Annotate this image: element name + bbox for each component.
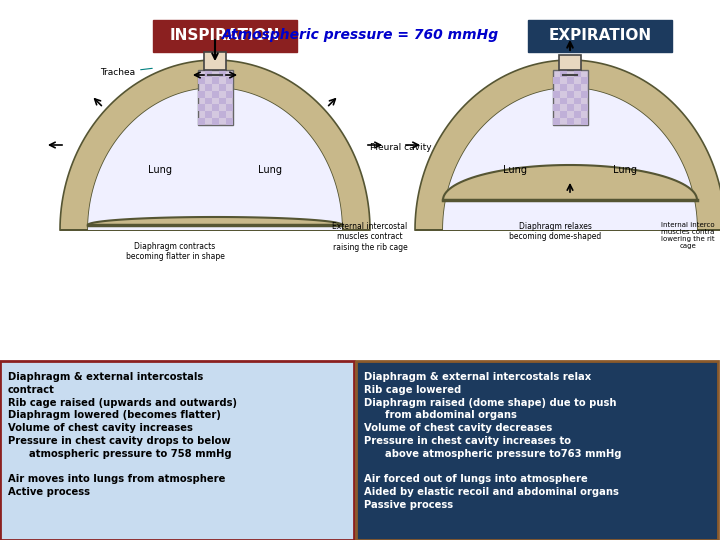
Bar bbox=[552, 118, 559, 125]
Bar bbox=[559, 84, 567, 91]
Text: Lung: Lung bbox=[613, 165, 637, 175]
Bar bbox=[225, 77, 233, 84]
Text: Pleural cavity: Pleural cavity bbox=[370, 143, 431, 152]
FancyBboxPatch shape bbox=[0, 361, 354, 540]
Bar bbox=[225, 118, 233, 125]
Bar bbox=[218, 84, 225, 91]
Text: External intercostal
muscles contract
raising the rib cage: External intercostal muscles contract ra… bbox=[333, 222, 408, 252]
Bar bbox=[574, 111, 580, 118]
Bar bbox=[567, 77, 574, 84]
Bar bbox=[552, 70, 588, 125]
Bar bbox=[197, 91, 204, 98]
Text: Atmospheric pressure = 760 mmHg: Atmospheric pressure = 760 mmHg bbox=[222, 28, 498, 42]
Text: Diaphragm relaxes
becoming dome-shaped: Diaphragm relaxes becoming dome-shaped bbox=[509, 222, 601, 241]
Polygon shape bbox=[60, 60, 370, 230]
Bar bbox=[204, 98, 212, 104]
Bar bbox=[580, 104, 588, 111]
FancyBboxPatch shape bbox=[356, 361, 718, 540]
Polygon shape bbox=[88, 88, 342, 230]
Text: Internal interco
muscles contra
lowering the rit
cage: Internal interco muscles contra lowering… bbox=[661, 222, 715, 249]
Bar bbox=[574, 98, 580, 104]
Bar bbox=[212, 91, 218, 98]
Bar bbox=[559, 111, 567, 118]
Bar bbox=[559, 98, 567, 104]
Bar bbox=[567, 91, 574, 98]
Bar bbox=[212, 104, 218, 111]
Bar bbox=[574, 70, 580, 77]
Bar bbox=[197, 104, 204, 111]
Bar bbox=[552, 104, 559, 111]
Bar bbox=[212, 77, 218, 84]
Bar bbox=[212, 118, 218, 125]
Text: Diaphragm contracts
becoming flatter in shape: Diaphragm contracts becoming flatter in … bbox=[125, 242, 225, 261]
FancyBboxPatch shape bbox=[528, 20, 672, 52]
Bar bbox=[225, 104, 233, 111]
Bar bbox=[197, 70, 233, 125]
Bar bbox=[559, 55, 581, 70]
Bar bbox=[218, 98, 225, 104]
Polygon shape bbox=[415, 60, 720, 230]
Bar bbox=[567, 118, 574, 125]
Text: Trachea: Trachea bbox=[100, 68, 152, 77]
Bar bbox=[552, 77, 559, 84]
Bar bbox=[218, 70, 225, 77]
Bar bbox=[204, 52, 226, 70]
Bar bbox=[552, 91, 559, 98]
Bar bbox=[225, 91, 233, 98]
Text: INSPIRATION: INSPIRATION bbox=[170, 29, 280, 44]
Text: Lung: Lung bbox=[148, 165, 172, 175]
Bar bbox=[204, 70, 212, 77]
Bar bbox=[197, 118, 204, 125]
Text: EXPIRATION: EXPIRATION bbox=[549, 29, 652, 44]
Bar bbox=[204, 111, 212, 118]
Bar bbox=[580, 91, 588, 98]
Text: Lung: Lung bbox=[503, 165, 527, 175]
FancyBboxPatch shape bbox=[153, 20, 297, 52]
Polygon shape bbox=[443, 88, 697, 230]
Bar bbox=[580, 118, 588, 125]
Text: Diaphragm & external intercostals relax
Rib cage lowered
Diaphragm raised (dome : Diaphragm & external intercostals relax … bbox=[364, 372, 621, 510]
Bar bbox=[580, 77, 588, 84]
Text: Diaphragm & external intercostals
contract
Rib cage raised (upwards and outwards: Diaphragm & external intercostals contra… bbox=[8, 372, 237, 497]
Bar bbox=[204, 84, 212, 91]
Bar bbox=[567, 104, 574, 111]
Bar bbox=[559, 70, 567, 77]
Bar bbox=[218, 111, 225, 118]
Bar bbox=[197, 77, 204, 84]
Bar bbox=[574, 84, 580, 91]
Text: Lung: Lung bbox=[258, 165, 282, 175]
